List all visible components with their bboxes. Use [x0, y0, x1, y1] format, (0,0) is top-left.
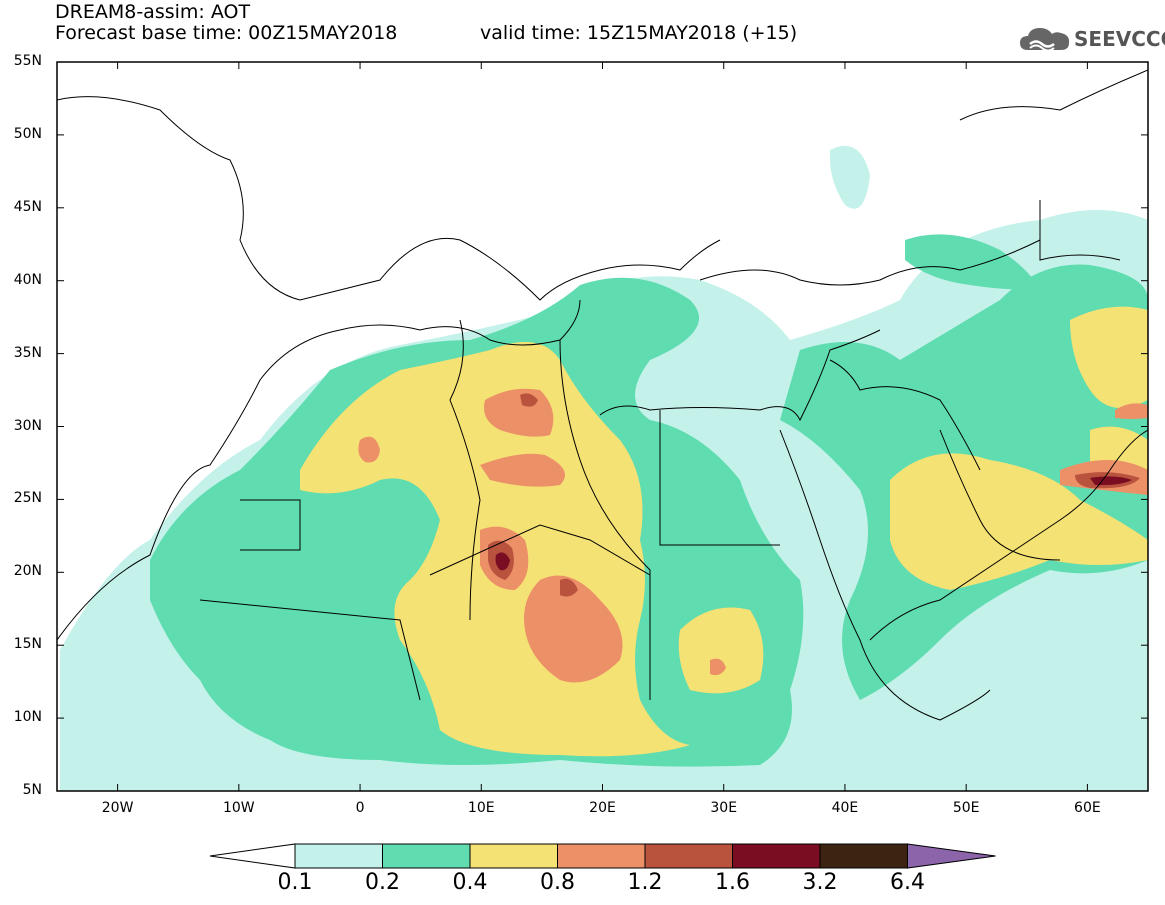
cloud-icon — [1020, 28, 1070, 52]
lon-label: 20E — [589, 800, 616, 816]
colorbar-label: 0.8 — [540, 870, 575, 895]
lat-label: 25N — [13, 490, 42, 507]
lat-label: 35N — [13, 344, 42, 361]
lon-label: 0 — [355, 800, 365, 816]
aot-map — [56, 61, 1149, 792]
colorbar-segment — [382, 843, 471, 869]
colorbar-over-triangle — [907, 843, 996, 869]
forecast-base-time: Forecast base time: 00Z15MAY2018 — [55, 22, 398, 44]
colorbar-label: 0.4 — [452, 870, 488, 895]
lon-label: 20W — [101, 800, 134, 816]
colorbar-label: 1.6 — [715, 870, 750, 895]
axis-ticks — [57, 61, 1148, 792]
map-title: DREAM8-assim: AOT — [55, 1, 251, 23]
colorbar-segment — [819, 843, 908, 869]
lat-label: 30N — [13, 417, 42, 434]
colorbar-segment — [644, 843, 733, 869]
lat-label: 15N — [13, 636, 42, 653]
colorbar — [209, 843, 996, 869]
logo-text: SEEVCCC — [1074, 27, 1165, 51]
valid-time: valid time: 15Z15MAY2018 (+15) — [480, 22, 798, 44]
lon-label: 30E — [710, 800, 738, 816]
colorbar-under-triangle — [209, 843, 296, 869]
lat-label: 20N — [13, 563, 42, 580]
lon-label: 10E — [467, 800, 495, 816]
colorbar-label: 6.4 — [890, 870, 925, 895]
lat-label: 55N — [13, 53, 42, 69]
lon-label: 60E — [1074, 800, 1101, 816]
colorbar-segment — [732, 843, 821, 869]
colorbar-label: 1.2 — [627, 870, 663, 895]
lat-label: 45N — [13, 198, 42, 215]
lat-label: 10N — [13, 709, 42, 726]
lat-label: 40N — [13, 271, 42, 288]
lon-label: 10W — [222, 800, 255, 816]
lon-label: 40E — [831, 800, 859, 816]
colorbar-segment — [469, 843, 558, 869]
colorbar-label: 0.1 — [277, 870, 313, 895]
colorbar-label: 0.2 — [365, 870, 400, 895]
coastlines — [57, 69, 1148, 721]
lat-label: 5N — [22, 782, 42, 798]
colorbar-label: 3.2 — [802, 870, 838, 895]
lat-label: 50N — [13, 125, 42, 142]
colorbar-segment — [294, 843, 383, 869]
colorbar-segment — [557, 843, 646, 869]
seevccc-logo: SEEVCCC — [1018, 24, 1165, 58]
lon-label: 50E — [952, 800, 980, 816]
